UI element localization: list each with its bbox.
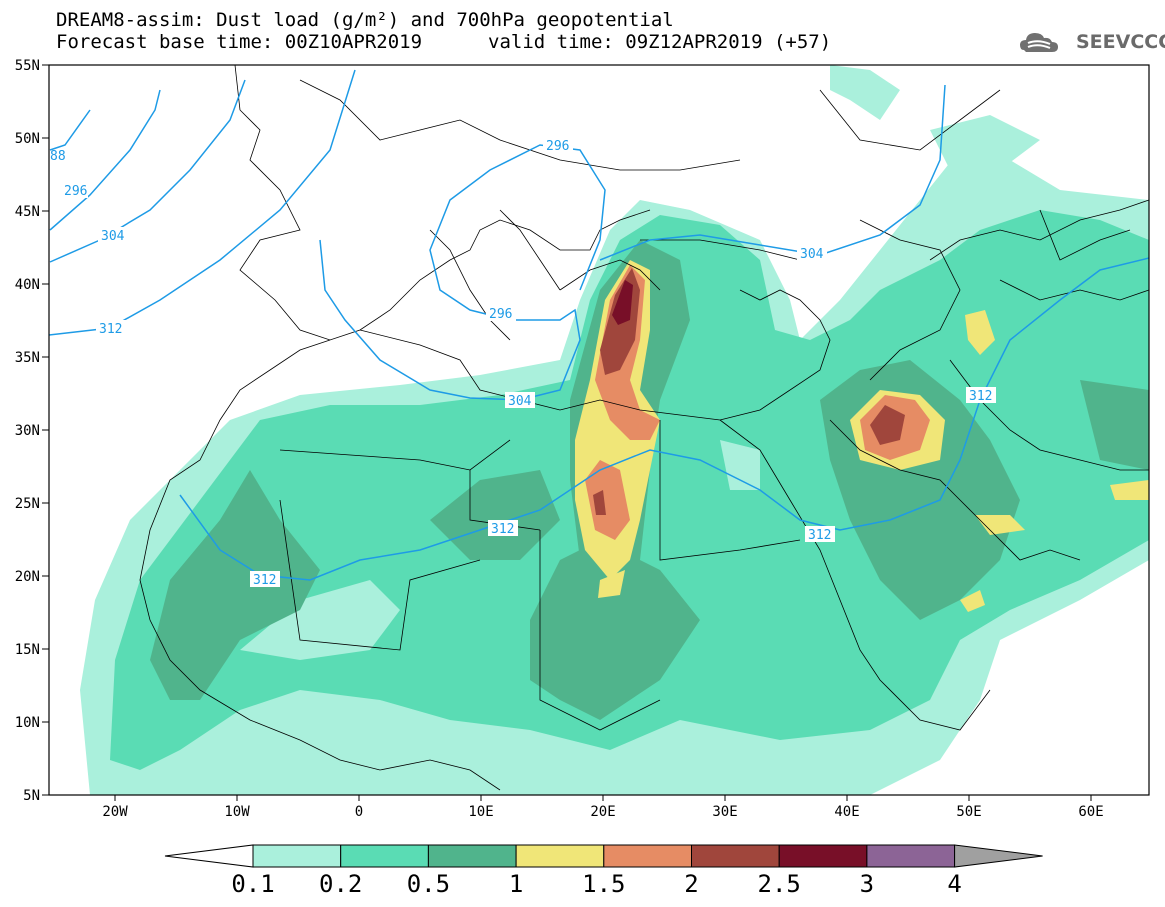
colorbar-level-label: 0.5 [406,870,451,898]
x-tick-label: 10E [468,804,493,820]
y-tick-label: 40N [15,277,40,293]
y-tick-label: 15N [15,642,40,658]
colorbar-level-label: 1.5 [582,870,626,898]
y-tick-label: 25N [15,496,40,512]
x-tick-label: 20W [102,804,128,820]
valid-time: valid time: 09Z12APR2019 (+57) [488,31,832,53]
coastlines [139,65,1149,791]
colorbar [164,844,1043,868]
contour-label: 312 [808,528,831,543]
contour-label: 312 [253,573,276,588]
cloud-logo-icon [1020,33,1058,52]
colorbar-level-label: 3 [859,870,875,898]
colorbar-segment [427,844,517,868]
colorbar-level-label: 2 [684,870,699,898]
colorbar-level-label: 1 [508,870,524,898]
colorbar-level-label: 4 [947,870,962,898]
colorbar-segment [340,844,429,868]
colorbar-segment [603,844,692,868]
y-axis [42,64,49,796]
dust-field [49,65,1149,795]
colorbar-segment [691,844,780,868]
colorbar-segment [866,844,956,868]
x-tick-labels: 20W 10W 0 10E 20E 30E 40E 50E 60E [102,804,1103,820]
x-tick-label: 50E [956,804,981,820]
colorbar-segment [252,844,342,868]
contour-label: 304 [508,394,532,409]
x-tick-label: 30E [712,804,737,820]
colorbar-level-label: 0.1 [231,870,275,898]
contour-label: 304 [800,247,824,262]
y-tick-label: 10N [15,715,40,731]
colorbar-under-triangle [164,844,254,868]
contour-label: 296 [489,307,512,322]
contour-label: 88 [50,149,66,164]
contour-label: 296 [546,139,569,154]
colorbar-level-label: 2.5 [757,870,801,898]
x-tick-label: 10W [224,804,250,820]
colorbar-level-label: 0.2 [319,870,363,898]
colorbar-segment [778,844,868,868]
contour-label: 312 [99,322,122,337]
x-tick-label: 60E [1078,804,1103,820]
map-title: DREAM8-assim: Dust load (g/m²) and 700hP… [56,9,674,31]
colorbar-over-triangle [954,844,1043,868]
logo-text: SEEVCCC [1076,31,1165,53]
colorbar-segment [515,844,605,868]
y-tick-labels: 55N 50N 45N 40N 35N 30N 25N 20N 15N 10N … [15,58,40,804]
y-tick-label: 5N [23,788,40,804]
x-tick-label: 0 [355,804,363,820]
contour-label: 312 [969,389,992,404]
y-tick-label: 55N [15,58,40,74]
y-tick-label: 50N [15,131,40,147]
contour-labels: 296 296 304 296 312 304 304 312 312 312 … [50,137,996,588]
y-tick-label: 20N [15,569,40,585]
contour-label: 312 [491,522,514,537]
base-time: Forecast base time: 00Z10APR2019 [56,31,423,53]
y-tick-label: 45N [15,204,40,220]
forecast-time-line: Forecast base time: 00Z10APR2019 valid ti… [56,31,831,53]
x-axis [114,795,1092,801]
contour-label: 304 [101,229,125,244]
y-tick-label: 30N [15,423,40,439]
contour-label: 296 [64,184,87,199]
y-tick-label: 35N [15,350,40,366]
x-tick-label: 20E [590,804,615,820]
x-tick-label: 40E [834,804,859,820]
